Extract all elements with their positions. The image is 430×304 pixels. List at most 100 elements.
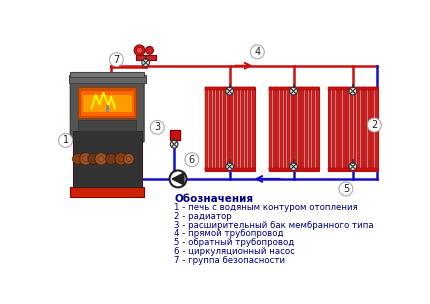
Bar xyxy=(205,168,255,171)
Bar xyxy=(70,72,144,77)
Text: 4 - прямой трубопровод: 4 - прямой трубопровод xyxy=(174,229,284,238)
Bar xyxy=(353,87,356,171)
Circle shape xyxy=(226,87,233,95)
Bar xyxy=(269,168,319,171)
Circle shape xyxy=(80,153,92,165)
Bar xyxy=(73,131,142,187)
Circle shape xyxy=(349,163,356,171)
Bar xyxy=(287,87,290,171)
Circle shape xyxy=(134,45,145,56)
Bar xyxy=(328,168,378,171)
Text: 1: 1 xyxy=(62,135,69,145)
Bar xyxy=(332,87,335,171)
Text: 2 - радиатор: 2 - радиатор xyxy=(174,212,232,221)
Circle shape xyxy=(58,133,73,147)
Circle shape xyxy=(226,163,233,171)
Bar xyxy=(329,87,332,171)
Text: 7: 7 xyxy=(113,55,120,64)
Text: 5 - обратный трубопровод: 5 - обратный трубопровод xyxy=(174,238,295,247)
Bar xyxy=(343,87,346,171)
Text: 6: 6 xyxy=(189,155,195,165)
Text: Обозначения: Обозначения xyxy=(174,194,253,204)
Circle shape xyxy=(368,118,381,132)
Circle shape xyxy=(123,154,134,164)
Bar xyxy=(283,87,286,171)
Bar xyxy=(70,187,144,197)
Circle shape xyxy=(73,154,83,164)
Bar xyxy=(276,87,279,171)
Bar xyxy=(301,87,304,171)
Bar xyxy=(227,87,230,171)
Bar xyxy=(205,87,255,90)
Bar xyxy=(78,87,136,118)
Bar xyxy=(312,87,315,171)
Circle shape xyxy=(170,140,178,148)
Bar xyxy=(237,87,240,171)
Bar xyxy=(136,55,156,60)
Bar xyxy=(169,130,180,140)
Bar xyxy=(336,87,338,171)
Circle shape xyxy=(110,53,123,67)
Bar xyxy=(316,87,319,171)
Bar xyxy=(375,87,378,171)
Text: 7 - группа безопасности: 7 - группа безопасности xyxy=(174,256,285,265)
Circle shape xyxy=(95,153,107,165)
Circle shape xyxy=(106,154,117,164)
Bar xyxy=(212,87,215,171)
Text: 4: 4 xyxy=(254,47,261,57)
Bar xyxy=(78,120,136,131)
Bar xyxy=(73,131,142,187)
Bar xyxy=(347,87,349,171)
Bar xyxy=(361,87,363,171)
Bar xyxy=(280,87,283,171)
Circle shape xyxy=(146,47,154,54)
Bar xyxy=(69,75,146,83)
Circle shape xyxy=(150,120,164,134)
Bar xyxy=(372,87,374,171)
Circle shape xyxy=(290,163,298,171)
FancyBboxPatch shape xyxy=(70,79,144,142)
Bar xyxy=(309,87,311,171)
Bar xyxy=(220,87,222,171)
Bar xyxy=(273,87,276,171)
Bar xyxy=(298,87,301,171)
Bar xyxy=(252,87,255,171)
Bar xyxy=(230,87,233,171)
Circle shape xyxy=(349,87,356,95)
Circle shape xyxy=(88,154,99,164)
Bar xyxy=(234,87,237,171)
Bar xyxy=(269,87,319,171)
Bar xyxy=(305,87,308,171)
Text: 6 - циркуляционный насос: 6 - циркуляционный насос xyxy=(174,247,295,256)
Bar xyxy=(350,87,353,171)
Circle shape xyxy=(142,59,150,67)
Bar xyxy=(241,87,244,171)
Circle shape xyxy=(185,153,199,167)
Bar xyxy=(248,87,251,171)
Bar xyxy=(80,90,134,116)
Circle shape xyxy=(290,87,298,95)
Bar xyxy=(328,87,378,90)
Bar xyxy=(368,87,371,171)
Circle shape xyxy=(250,45,264,59)
Bar xyxy=(245,87,248,171)
Circle shape xyxy=(115,153,127,165)
Circle shape xyxy=(136,47,143,54)
Text: 3: 3 xyxy=(154,122,160,132)
Bar xyxy=(339,87,342,171)
Bar xyxy=(291,87,294,171)
Bar xyxy=(205,87,255,171)
Bar xyxy=(223,87,226,171)
Bar xyxy=(269,87,319,90)
Text: 1 - печь с водяным контуром отопления: 1 - печь с водяным контуром отопления xyxy=(174,203,358,212)
Bar xyxy=(206,87,208,171)
Text: 5: 5 xyxy=(343,184,349,194)
Text: 2: 2 xyxy=(371,120,378,130)
Bar xyxy=(269,87,272,171)
Bar xyxy=(364,87,367,171)
Bar xyxy=(357,87,360,171)
Bar xyxy=(328,87,378,171)
Circle shape xyxy=(339,182,353,196)
Circle shape xyxy=(169,171,187,187)
Bar xyxy=(209,87,212,171)
